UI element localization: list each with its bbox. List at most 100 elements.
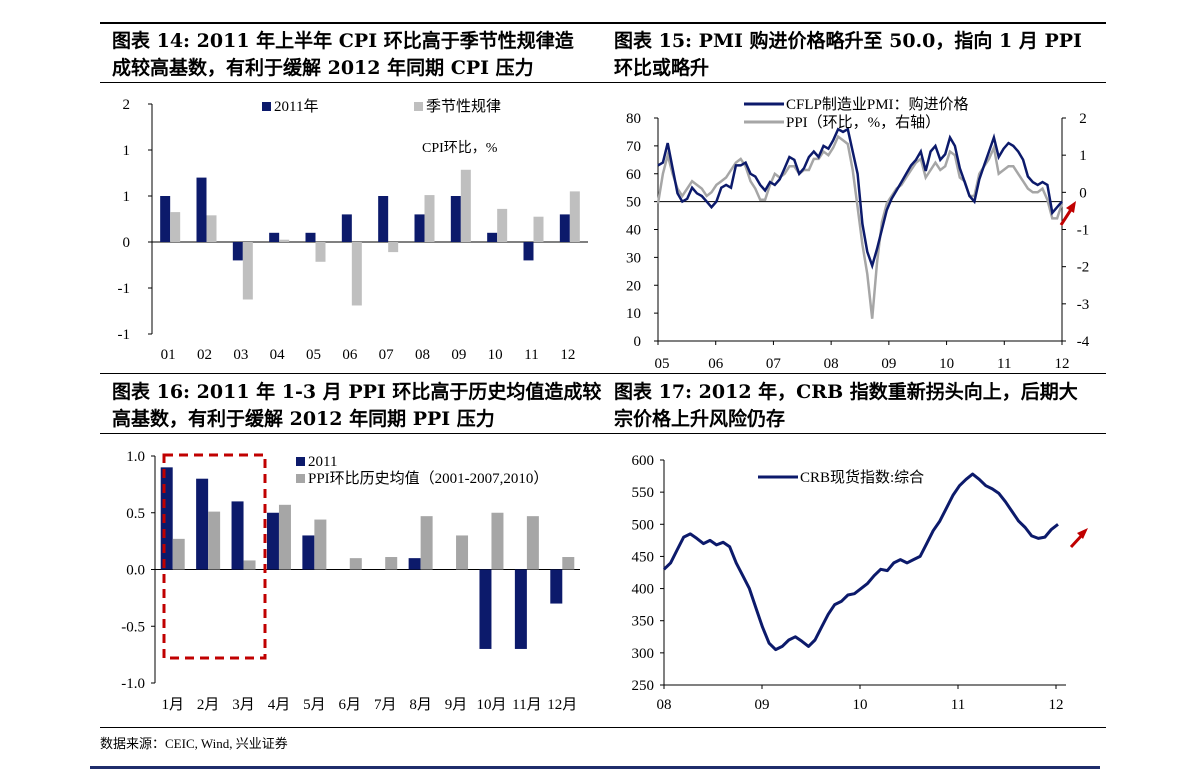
bar-2011	[302, 535, 315, 570]
x-tick-label: 09	[755, 697, 770, 713]
x-tick-label: 06	[342, 347, 358, 363]
x-tick-label: 3月	[232, 697, 255, 713]
trend-arrow-shaft	[1059, 207, 1074, 226]
y-right-tick-label: 0	[1079, 185, 1087, 201]
y-tick-label: -1	[118, 327, 131, 343]
chart16-title-line1: 图表 16: 2011 年 1-3 月 PPI 环比高于历史均值造成较	[112, 381, 602, 403]
legend-swatch-2011	[262, 102, 271, 111]
x-tick-label: 12	[1055, 356, 1070, 372]
x-tick-label: 11	[951, 697, 965, 713]
x-tick-label: 11月	[512, 697, 541, 713]
bar-seasonal	[170, 212, 181, 242]
x-tick-label: 10	[939, 356, 954, 372]
chart15-title-line2: 环比或略升	[614, 57, 710, 79]
legend-swatch-hist	[296, 474, 305, 483]
bar-hist-avg	[420, 516, 433, 570]
x-tick-label: 9月	[445, 697, 468, 713]
x-tick-label: 05	[655, 356, 670, 372]
rule-4	[100, 727, 1106, 728]
trend-arrow-head	[1066, 201, 1076, 213]
x-tick-label: 12	[1049, 697, 1064, 713]
y-right-tick-label: -3	[1077, 297, 1090, 313]
y-tick-label: 300	[632, 646, 655, 662]
y-right-tick-label: 1	[1079, 148, 1087, 164]
bar-hist-avg	[526, 516, 539, 570]
chart16: 1.0 0.5 0.0 -0.5 -1.0 1月 2月 3月 4月 5月 6月 7月 8月 9月 10月 11…	[121, 449, 580, 713]
bar-hist-avg	[562, 557, 575, 570]
bar-hist-avg	[314, 519, 327, 570]
chart17: 250 300 350 400 450 500 550 600 08 09 10 11 12 CRB现货指…	[632, 453, 1088, 713]
bar-hist-avg	[278, 504, 291, 570]
x-tick-label: 10月	[476, 697, 506, 713]
x-tick-label: 11	[997, 356, 1011, 372]
x-tick-label: 1月	[161, 697, 184, 713]
y-tick-label: 450	[632, 549, 655, 565]
chart-annotation: CPI环比，%	[422, 140, 498, 156]
y-tick-label: 500	[632, 517, 655, 533]
bar-2011	[232, 242, 243, 261]
x-tick-label: 10	[488, 347, 503, 363]
bar-2011	[231, 501, 244, 570]
bar-2011	[414, 214, 425, 242]
chart16-title: 图表 16: 2011 年 1-3 月 PPI 环比高于历史均值造成较 高基数，…	[112, 379, 602, 433]
x-tick-label: 4月	[268, 697, 291, 713]
y-tick-label: 600	[632, 453, 655, 469]
x-tick-label: 11	[524, 347, 538, 363]
rule-2	[100, 373, 1106, 374]
bar-seasonal	[206, 215, 217, 242]
x-tick-label: 05	[306, 347, 321, 363]
chart14-title-line2: 成较高基数，有利于缓解 2012 年同期 CPI 压力	[112, 57, 534, 79]
y-tick-label: 2	[123, 97, 131, 113]
y-tick-label: 550	[632, 485, 655, 501]
y-left-tick-label: 70	[626, 139, 641, 155]
bar-hist-avg	[208, 511, 221, 570]
x-tick-label: 04	[270, 347, 286, 363]
highlight-box	[162, 453, 267, 660]
chart17-title: 图表 17: 2012 年，CRB 指数重新拐头向上，后期大 宗价格上升风险仍存	[614, 379, 1104, 433]
bar-2011	[514, 569, 527, 649]
chart15-title-line1: 图表 15: PMI 购进价格略升至 50.0，指向 1 月 PPI	[614, 30, 1082, 52]
y-right-tick-label: -2	[1077, 260, 1090, 276]
top-rule	[100, 22, 1106, 24]
bar-2011	[269, 232, 280, 242]
rule-1	[100, 82, 1106, 83]
bottom-bar	[90, 766, 1100, 769]
y-tick-label: 1	[123, 189, 131, 205]
bar-2011	[450, 196, 461, 242]
bar-seasonal	[388, 242, 399, 253]
x-tick-label: 07	[379, 347, 395, 363]
bar-2011	[487, 232, 498, 242]
bar-hist-avg	[385, 557, 398, 570]
bar-2011	[550, 569, 563, 604]
bar-2011	[196, 478, 209, 570]
x-tick-label: 2月	[197, 697, 220, 713]
x-tick-label: 09	[881, 356, 896, 372]
y-tick-label: -0.5	[121, 619, 145, 635]
bar-seasonal	[424, 195, 435, 242]
chart14-title-line1: 图表 14: 2011 年上半年 CPI 环比高于季节性规律造	[112, 30, 574, 52]
chart17-title-line2: 宗价格上升风险仍存	[614, 408, 786, 430]
bar-2011	[479, 569, 492, 649]
chart16-title-line2: 高基数，有利于缓解 2012 年同期 PPI 压力	[112, 408, 495, 430]
series-pmi-line	[657, 127, 1063, 270]
bar-hist-avg	[491, 512, 504, 570]
y-left-tick-label: 60	[626, 167, 641, 183]
x-tick-label: 06	[708, 356, 724, 372]
y-left-tick-label: 0	[634, 334, 642, 350]
legend-label-2011: 2011	[308, 454, 337, 470]
bar-seasonal	[279, 239, 290, 242]
x-tick-label: 5月	[303, 697, 326, 713]
y-tick-label: 0.5	[126, 506, 145, 522]
bar-seasonal	[242, 242, 253, 300]
chart17-title-line1: 图表 17: 2012 年，CRB 指数重新拐头向上，后期大	[614, 381, 1078, 403]
x-tick-label: 07	[766, 356, 782, 372]
bar-hist-avg	[172, 538, 185, 570]
bar-seasonal	[497, 208, 508, 242]
y-right-tick-label: -4	[1077, 334, 1090, 350]
y-tick-label: -1	[118, 281, 131, 297]
y-tick-label: 350	[632, 614, 655, 630]
y-tick-label: 0	[123, 235, 131, 251]
y-tick-label: 0.0	[126, 563, 145, 579]
x-tick-label: 12月	[547, 697, 577, 713]
